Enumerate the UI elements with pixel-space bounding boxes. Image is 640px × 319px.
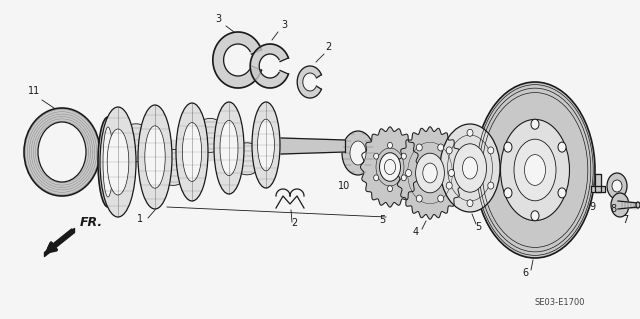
Ellipse shape: [176, 103, 208, 201]
Ellipse shape: [446, 147, 452, 154]
Ellipse shape: [103, 127, 113, 197]
Polygon shape: [232, 143, 262, 175]
Ellipse shape: [612, 180, 622, 192]
Ellipse shape: [401, 153, 406, 159]
Ellipse shape: [387, 142, 392, 148]
Text: 6: 6: [522, 268, 528, 278]
Ellipse shape: [525, 155, 545, 185]
Text: 3: 3: [281, 20, 287, 30]
Ellipse shape: [514, 139, 556, 201]
Ellipse shape: [38, 122, 86, 182]
Text: 11: 11: [28, 86, 40, 96]
Polygon shape: [156, 149, 190, 185]
Text: 2: 2: [291, 218, 297, 228]
Polygon shape: [360, 127, 420, 207]
Polygon shape: [618, 201, 638, 209]
Ellipse shape: [107, 129, 129, 195]
Ellipse shape: [504, 188, 512, 198]
Ellipse shape: [350, 141, 366, 165]
Polygon shape: [595, 174, 601, 192]
Ellipse shape: [100, 107, 136, 217]
Ellipse shape: [385, 160, 396, 174]
Ellipse shape: [488, 147, 494, 154]
Ellipse shape: [406, 169, 412, 176]
Polygon shape: [118, 124, 154, 162]
Ellipse shape: [416, 195, 422, 202]
Ellipse shape: [558, 188, 566, 198]
Ellipse shape: [145, 126, 165, 188]
Ellipse shape: [611, 193, 629, 217]
Ellipse shape: [182, 122, 202, 182]
Polygon shape: [281, 138, 345, 154]
Ellipse shape: [258, 119, 275, 171]
Ellipse shape: [401, 175, 406, 181]
Ellipse shape: [607, 173, 627, 199]
Polygon shape: [591, 186, 605, 192]
Ellipse shape: [374, 153, 379, 159]
Ellipse shape: [446, 182, 452, 189]
Ellipse shape: [415, 153, 444, 193]
Ellipse shape: [138, 105, 172, 209]
Ellipse shape: [531, 211, 539, 221]
Ellipse shape: [438, 144, 444, 151]
Ellipse shape: [416, 144, 422, 151]
Text: 5: 5: [379, 215, 385, 225]
Text: 8: 8: [610, 204, 616, 214]
Ellipse shape: [500, 119, 570, 221]
Ellipse shape: [423, 163, 437, 183]
Ellipse shape: [449, 169, 454, 176]
Ellipse shape: [467, 200, 473, 207]
Ellipse shape: [475, 82, 595, 258]
Ellipse shape: [98, 117, 118, 207]
Ellipse shape: [463, 157, 477, 179]
Ellipse shape: [504, 142, 512, 152]
Text: 9: 9: [589, 202, 595, 212]
Text: 4: 4: [413, 227, 419, 237]
Ellipse shape: [636, 202, 640, 208]
Ellipse shape: [24, 108, 100, 196]
Ellipse shape: [438, 195, 444, 202]
Text: 10: 10: [338, 181, 350, 191]
Ellipse shape: [374, 175, 379, 181]
Ellipse shape: [467, 129, 473, 136]
Text: 7: 7: [622, 215, 628, 225]
Ellipse shape: [252, 102, 280, 188]
Ellipse shape: [440, 124, 500, 212]
Text: 3: 3: [215, 14, 221, 24]
Text: 1: 1: [137, 214, 143, 224]
Polygon shape: [297, 66, 321, 98]
Ellipse shape: [558, 142, 566, 152]
Polygon shape: [194, 118, 226, 152]
Text: SE03-E1700: SE03-E1700: [535, 298, 585, 307]
Text: FR.: FR.: [80, 216, 103, 229]
Ellipse shape: [531, 119, 539, 129]
Text: 5: 5: [475, 222, 481, 232]
Ellipse shape: [387, 186, 392, 192]
Ellipse shape: [488, 182, 494, 189]
Ellipse shape: [220, 120, 238, 175]
Ellipse shape: [342, 131, 374, 175]
Ellipse shape: [214, 102, 244, 194]
Text: 2: 2: [325, 42, 331, 52]
Polygon shape: [213, 32, 261, 88]
Polygon shape: [250, 44, 289, 88]
Polygon shape: [396, 127, 463, 219]
Ellipse shape: [454, 144, 486, 192]
Ellipse shape: [380, 153, 401, 181]
